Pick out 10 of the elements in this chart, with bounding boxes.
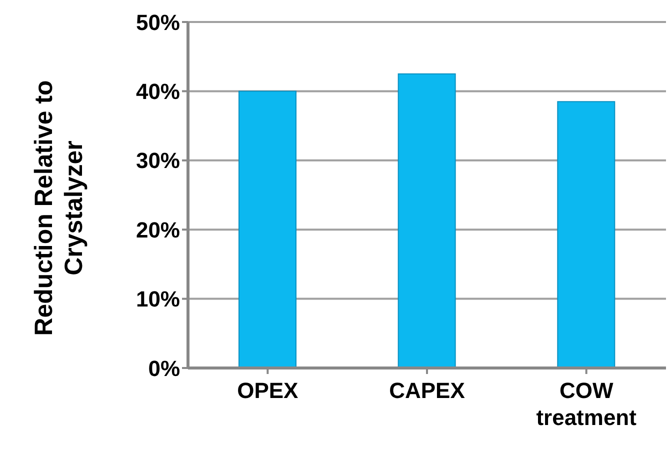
x-tick-label: COW treatment — [536, 378, 638, 430]
y-tick-label: 20% — [136, 217, 180, 242]
y-tick-label: 0% — [148, 356, 180, 381]
y-axis-title: Reduction Relative to Crystalyzer — [30, 80, 88, 336]
y-tick-label: 10% — [136, 286, 180, 312]
y-tick-label: 50% — [136, 10, 180, 35]
y-tick-label: 40% — [136, 79, 180, 104]
x-tick-label: OPEX — [237, 378, 299, 403]
y-tick-label: 30% — [136, 148, 180, 174]
x-tick-label: CAPEX — [389, 378, 466, 403]
